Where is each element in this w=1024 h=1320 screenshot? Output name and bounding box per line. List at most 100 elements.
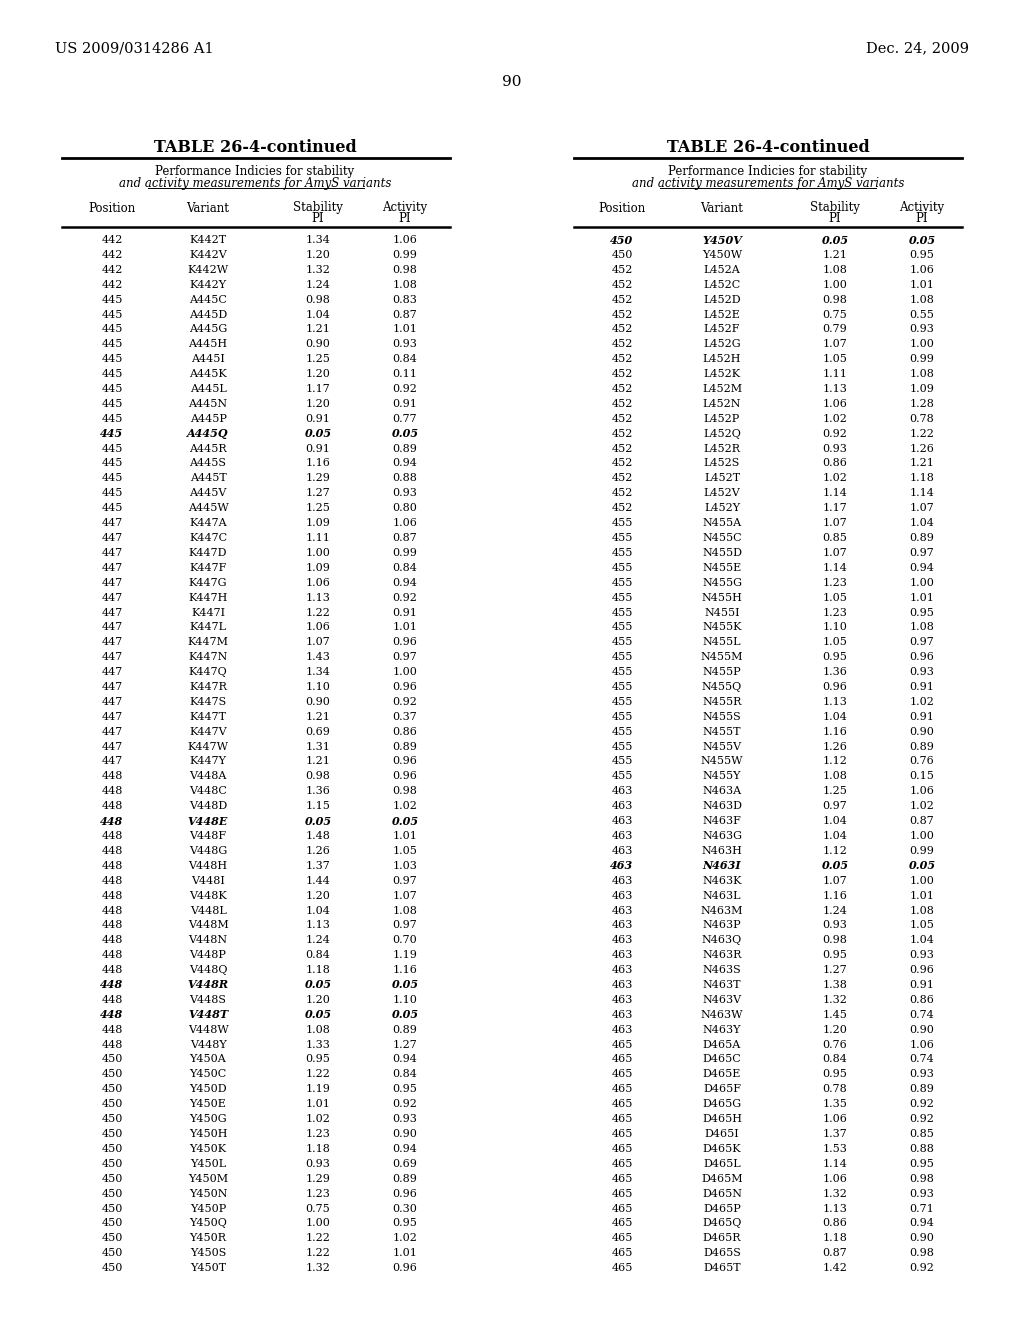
Text: V448H: V448H xyxy=(188,861,227,871)
Text: 0.92: 0.92 xyxy=(392,697,418,708)
Text: 448: 448 xyxy=(101,891,123,900)
Text: 1.37: 1.37 xyxy=(305,861,331,871)
Text: 1.01: 1.01 xyxy=(392,1249,418,1258)
Text: 445: 445 xyxy=(101,488,123,498)
Text: 1.25: 1.25 xyxy=(822,787,848,796)
Text: 0.99: 0.99 xyxy=(392,548,418,558)
Text: N463G: N463G xyxy=(702,832,742,841)
Text: 465: 465 xyxy=(611,1100,633,1109)
Text: 1.13: 1.13 xyxy=(822,384,848,393)
Text: N463W: N463W xyxy=(700,1010,743,1020)
Text: 1.27: 1.27 xyxy=(392,1040,418,1049)
Text: 0.69: 0.69 xyxy=(305,727,331,737)
Text: 0.74: 0.74 xyxy=(909,1010,934,1020)
Text: 0.84: 0.84 xyxy=(392,1069,418,1080)
Text: 0.92: 0.92 xyxy=(822,429,848,438)
Text: K447S: K447S xyxy=(189,697,226,708)
Text: PI: PI xyxy=(828,213,842,226)
Text: 463: 463 xyxy=(611,920,633,931)
Text: K447R: K447R xyxy=(189,682,227,692)
Text: N455A: N455A xyxy=(702,519,741,528)
Text: 0.99: 0.99 xyxy=(909,846,935,855)
Text: 465: 465 xyxy=(611,1233,633,1243)
Text: 0.87: 0.87 xyxy=(392,309,418,319)
Text: 1.01: 1.01 xyxy=(392,325,418,334)
Text: L452E: L452E xyxy=(703,309,740,319)
Text: 463: 463 xyxy=(610,861,634,871)
Text: 1.06: 1.06 xyxy=(392,235,418,246)
Text: 447: 447 xyxy=(101,682,123,692)
Text: Y450N: Y450N xyxy=(188,1188,227,1199)
Text: 455: 455 xyxy=(611,593,633,603)
Text: 1.22: 1.22 xyxy=(909,429,935,438)
Text: 0.97: 0.97 xyxy=(392,920,418,931)
Text: 0.76: 0.76 xyxy=(822,1040,848,1049)
Text: A445P: A445P xyxy=(189,413,226,424)
Text: K447T: K447T xyxy=(189,711,226,722)
Text: 445: 445 xyxy=(101,503,123,513)
Text: 1.04: 1.04 xyxy=(822,832,848,841)
Text: 1.32: 1.32 xyxy=(822,995,848,1005)
Text: N463A: N463A xyxy=(702,787,741,796)
Text: 463: 463 xyxy=(611,846,633,855)
Text: V448F: V448F xyxy=(189,832,226,841)
Text: 1.05: 1.05 xyxy=(822,638,848,647)
Text: A445G: A445G xyxy=(188,325,227,334)
Text: 0.96: 0.96 xyxy=(392,1188,418,1199)
Text: 1.06: 1.06 xyxy=(822,1173,848,1184)
Text: 1.18: 1.18 xyxy=(305,965,331,975)
Text: 0.98: 0.98 xyxy=(392,265,418,275)
Text: V448C: V448C xyxy=(189,787,227,796)
Text: 0.05: 0.05 xyxy=(391,1010,419,1020)
Text: Y450S: Y450S xyxy=(189,1249,226,1258)
Text: A445K: A445K xyxy=(189,370,227,379)
Text: 448: 448 xyxy=(101,936,123,945)
Text: K447D: K447D xyxy=(188,548,227,558)
Text: 0.90: 0.90 xyxy=(392,1129,418,1139)
Text: Y450T: Y450T xyxy=(189,1263,226,1272)
Text: L452T: L452T xyxy=(703,474,740,483)
Text: 1.02: 1.02 xyxy=(909,801,935,812)
Text: 455: 455 xyxy=(611,711,633,722)
Text: V448P: V448P xyxy=(189,950,226,960)
Text: 447: 447 xyxy=(101,667,123,677)
Text: N463P: N463P xyxy=(702,920,741,931)
Text: 448: 448 xyxy=(101,771,123,781)
Text: 1.04: 1.04 xyxy=(909,936,935,945)
Text: 450: 450 xyxy=(101,1100,123,1109)
Text: 0.88: 0.88 xyxy=(909,1144,935,1154)
Text: N455V: N455V xyxy=(702,742,741,751)
Text: 0.94: 0.94 xyxy=(392,1144,418,1154)
Text: 0.05: 0.05 xyxy=(908,861,936,871)
Text: PI: PI xyxy=(398,213,412,226)
Text: N463S: N463S xyxy=(702,965,741,975)
Text: 455: 455 xyxy=(611,667,633,677)
Text: 1.03: 1.03 xyxy=(392,861,418,871)
Text: 463: 463 xyxy=(611,891,633,900)
Text: 463: 463 xyxy=(611,906,633,916)
Text: 1.20: 1.20 xyxy=(305,399,331,409)
Text: A445W: A445W xyxy=(187,503,228,513)
Text: 0.96: 0.96 xyxy=(392,1263,418,1272)
Text: N455T: N455T xyxy=(702,727,741,737)
Text: 0.85: 0.85 xyxy=(909,1129,935,1139)
Text: L452M: L452M xyxy=(701,384,742,393)
Text: 0.92: 0.92 xyxy=(392,384,418,393)
Text: 448: 448 xyxy=(101,1040,123,1049)
Text: 1.01: 1.01 xyxy=(909,280,935,289)
Text: 0.97: 0.97 xyxy=(909,548,934,558)
Text: 1.02: 1.02 xyxy=(392,1233,418,1243)
Text: N463M: N463M xyxy=(700,906,743,916)
Text: K447Q: K447Q xyxy=(188,667,227,677)
Text: A445R: A445R xyxy=(189,444,226,454)
Text: Variant: Variant xyxy=(186,202,229,214)
Text: 0.86: 0.86 xyxy=(822,1218,848,1229)
Text: 1.36: 1.36 xyxy=(305,787,331,796)
Text: 0.95: 0.95 xyxy=(909,607,935,618)
Text: N455Q: N455Q xyxy=(701,682,742,692)
Text: 0.93: 0.93 xyxy=(909,667,935,677)
Text: 455: 455 xyxy=(611,771,633,781)
Text: 452: 452 xyxy=(611,280,633,289)
Text: D465P: D465P xyxy=(703,1204,741,1213)
Text: N455I: N455I xyxy=(705,607,739,618)
